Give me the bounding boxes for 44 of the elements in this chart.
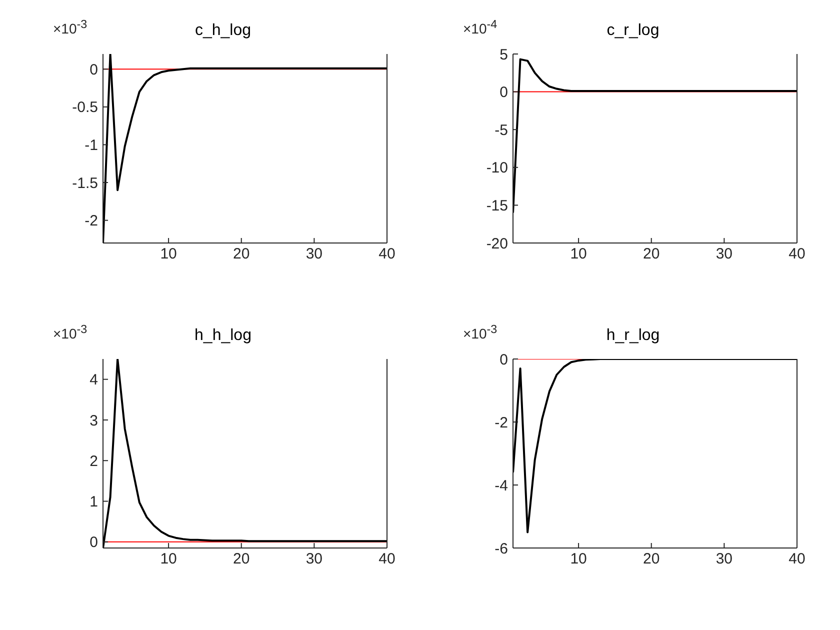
x-tick-label: 20 [233, 550, 250, 568]
y-tick-label: -0.5 [72, 99, 98, 116]
x-tick-label: 40 [788, 550, 806, 568]
chart-title: c_h_log [194, 22, 252, 39]
y-tick-label: 5 [500, 46, 508, 64]
y-tick-label: 0 [90, 61, 98, 78]
y-tick-label: -20 [486, 235, 508, 252]
x-tick-label: 20 [233, 246, 250, 263]
x-tick-label: 40 [378, 246, 396, 263]
x-tick-label: 20 [643, 550, 660, 568]
y-tick-label: 3 [90, 412, 98, 430]
x-tick-label: 30 [306, 550, 323, 568]
y-tick-label: -2 [494, 414, 508, 432]
chart-title: h_r_log [606, 327, 660, 344]
y-tick-label: 0 [90, 534, 98, 552]
y-tick-label: -15 [486, 198, 508, 215]
y-tick-label: 0 [500, 351, 508, 368]
x-tick-label: 10 [160, 550, 177, 568]
x-tick-label: 30 [716, 550, 733, 568]
x-tick-label: 10 [570, 550, 587, 568]
y-tick-label: -4 [494, 477, 508, 494]
y-tick-label: -5 [494, 122, 508, 139]
text: ×10$^{-3}$ [53, 18, 88, 37]
y-tick-label: 0 [500, 84, 508, 102]
x-tick-label: 30 [306, 246, 323, 263]
x-tick-label: 30 [716, 246, 733, 263]
y-tick-label: 4 [90, 372, 98, 389]
y-tick-label: -2 [84, 212, 98, 230]
text: ×10$^{-4}$ [463, 18, 498, 37]
x-tick-label: 20 [643, 246, 660, 263]
y-tick-label: -1.5 [72, 174, 98, 192]
chart-title: c_r_log [606, 22, 660, 39]
text: ×10$^{-3}$ [463, 323, 498, 342]
x-tick-label: 40 [788, 246, 806, 263]
y-tick-label: -1 [84, 137, 98, 154]
y-tick-label: -10 [486, 160, 508, 177]
x-tick-label: 10 [160, 246, 177, 263]
y-tick-label: 2 [90, 452, 98, 470]
x-tick-label: 40 [378, 550, 396, 568]
y-tick-label: 1 [90, 494, 98, 511]
y-tick-label: -6 [494, 540, 508, 558]
x-tick-label: 10 [570, 246, 587, 263]
text: ×10$^{-3}$ [53, 323, 88, 342]
chart-title: h_h_log [194, 327, 252, 344]
